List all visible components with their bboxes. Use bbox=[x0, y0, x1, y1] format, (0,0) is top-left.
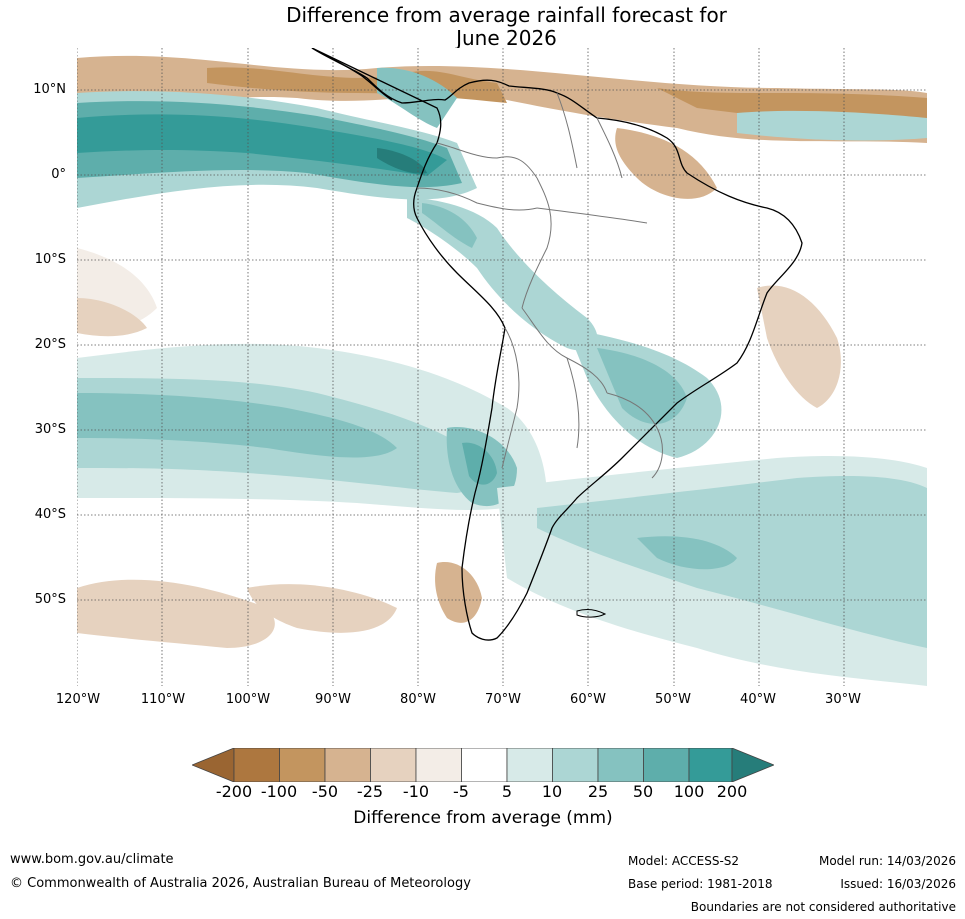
lon-label-80w: 80°W bbox=[400, 692, 436, 707]
lon-label-30w: 30°W bbox=[825, 692, 861, 707]
colorbar-segment-10 bbox=[643, 748, 690, 782]
anomaly-itcz-wet-peak bbox=[377, 148, 427, 174]
anomaly-south-pacific-dry-center bbox=[247, 584, 397, 633]
colorbar-segment-4 bbox=[370, 748, 417, 782]
lat-label-50s: 50°S bbox=[34, 592, 66, 607]
colorbar-tick: -5 bbox=[453, 782, 469, 801]
colorbar-segment-3 bbox=[324, 748, 371, 782]
colorbar-segment-8 bbox=[552, 748, 599, 782]
falkland-islands bbox=[576, 609, 607, 618]
colorbar-tick: -200 bbox=[215, 782, 253, 801]
anomaly-south-pacific-dry-far bbox=[77, 298, 147, 337]
lat-label-30s: 30°S bbox=[34, 422, 66, 437]
colorbar-segment-2 bbox=[279, 748, 326, 782]
lon-label-120w: 120°W bbox=[55, 692, 101, 707]
colorbar-tick: 5 bbox=[501, 782, 513, 801]
lat-label-10n: 10°N bbox=[33, 82, 66, 97]
anomaly-south-atlantic-wet-core bbox=[637, 536, 737, 570]
footer-disclaimer: Boundaries are not considered authoritat… bbox=[690, 900, 956, 914]
map-canvas bbox=[77, 48, 927, 686]
colorbar-segment-lt-200 bbox=[192, 748, 235, 782]
anomaly-south-pacific-dry-west bbox=[77, 579, 275, 648]
country-borders bbox=[416, 92, 663, 479]
colorbar-segment-6 bbox=[461, 748, 508, 782]
lat-label-20s: 20°S bbox=[34, 337, 66, 352]
colorbar-tick: 200 bbox=[716, 782, 748, 801]
anomaly-subtropical-wet-core bbox=[77, 393, 397, 458]
colorbar-segment-5 bbox=[415, 748, 462, 782]
lon-label-70w: 70°W bbox=[485, 692, 521, 707]
colorbar-tick: 10 bbox=[541, 782, 563, 801]
colorbar-segment-1 bbox=[233, 748, 280, 782]
lon-label-110w: 110°W bbox=[140, 692, 186, 707]
colorbar-segment-7 bbox=[506, 748, 553, 782]
colorbar-tick: -100 bbox=[260, 782, 298, 801]
lon-label-50w: 50°W bbox=[655, 692, 691, 707]
footer-copyright: © Commonwealth of Australia 2026, Austra… bbox=[10, 876, 471, 891]
footer-url[interactable]: www.bom.gov.au/climate bbox=[10, 852, 174, 867]
anomaly-northeast-dry bbox=[615, 128, 717, 199]
anomaly-atlantic-wet bbox=[737, 110, 927, 141]
colorbar-tick: -25 bbox=[356, 782, 384, 801]
lat-label-0: 0° bbox=[51, 167, 66, 182]
lat-label-10s: 10°S bbox=[34, 252, 66, 267]
anomaly-itcz-wet-core bbox=[77, 114, 447, 176]
anomaly-paraguay-wet-core bbox=[597, 348, 687, 425]
central-america-coastline bbox=[311, 48, 393, 101]
footer-base-period: Base period: 1981-2018 bbox=[628, 877, 773, 891]
map-title: Difference from average rainfall forecas… bbox=[0, 4, 965, 50]
anomaly-chile-wet-core bbox=[462, 442, 497, 485]
footer-model: Model: ACCESS-S2 bbox=[628, 854, 740, 868]
colorbar-tick: 100 bbox=[673, 782, 705, 801]
lon-label-100w: 100°W bbox=[225, 692, 271, 707]
forecast-map bbox=[77, 48, 927, 686]
anomaly-andes-wet-core bbox=[422, 203, 477, 248]
colorbar-segment-11 bbox=[688, 748, 733, 782]
lon-label-60w: 60°W bbox=[570, 692, 606, 707]
south-america-coastline bbox=[311, 48, 803, 641]
footer-issued: Issued: 16/03/2026 bbox=[840, 877, 956, 891]
colorbar-segment-9 bbox=[597, 748, 644, 782]
lat-label-40s: 40°S bbox=[34, 507, 66, 522]
lon-label-90w: 90°W bbox=[315, 692, 351, 707]
colorbar-tick: -10 bbox=[402, 782, 430, 801]
title-line-1: Difference from average rainfall forecas… bbox=[286, 3, 727, 27]
anomaly-patagonia-dry bbox=[435, 562, 482, 623]
colorbar-label: Difference from average (mm) bbox=[353, 808, 613, 828]
colorbar-segment-gt200 bbox=[731, 748, 774, 782]
colorbar bbox=[192, 748, 774, 782]
colorbar-tick: 50 bbox=[632, 782, 654, 801]
colorbar-tick: -50 bbox=[311, 782, 339, 801]
anomaly-brazil-dry bbox=[757, 285, 841, 408]
footer-model-run: Model run: 14/03/2026 bbox=[818, 854, 956, 868]
title-line-2: June 2026 bbox=[456, 26, 557, 50]
graticule bbox=[77, 48, 927, 686]
colorbar-tick: 25 bbox=[587, 782, 609, 801]
lon-label-40w: 40°W bbox=[740, 692, 776, 707]
